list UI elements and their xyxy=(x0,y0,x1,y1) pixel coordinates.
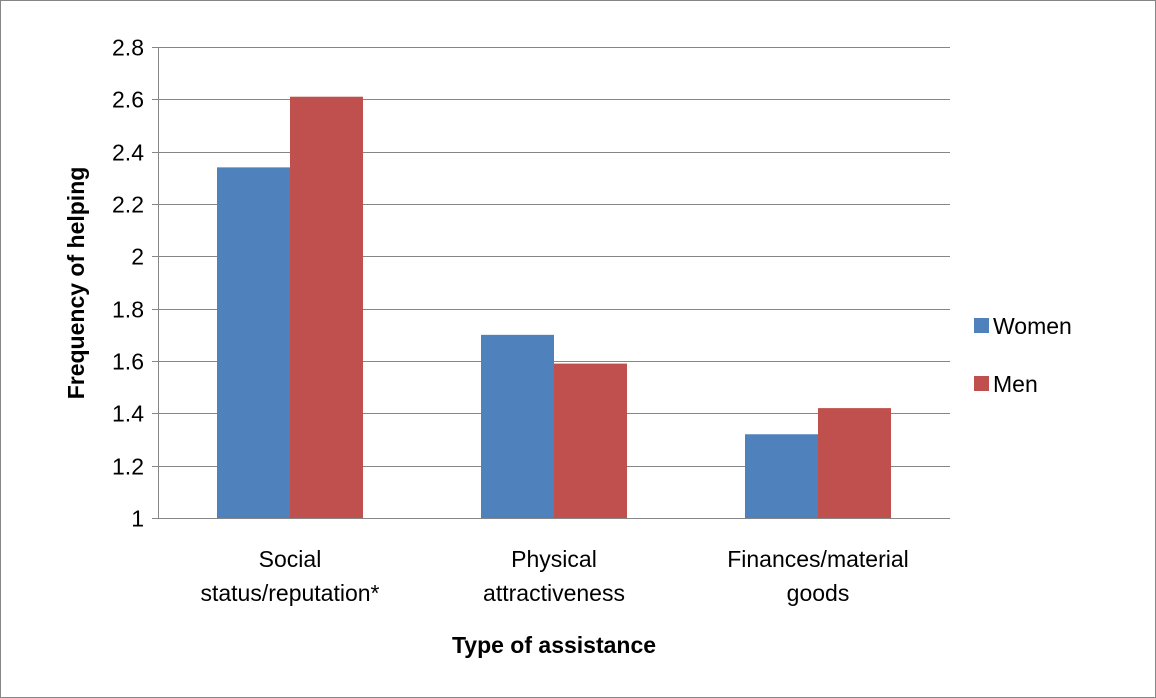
legend: Women Men xyxy=(974,313,1072,397)
y-tick-label: 2.8 xyxy=(112,35,144,61)
bar-women-0 xyxy=(217,167,290,518)
bar-women-2 xyxy=(745,434,818,518)
bar-men-0 xyxy=(290,96,363,518)
y-tick-label: 1.2 xyxy=(112,454,144,480)
y-tick-label: 1.4 xyxy=(112,401,144,427)
legend-label-women: Women xyxy=(993,313,1072,339)
x-axis-title: Type of assistance xyxy=(452,632,656,658)
y-tick-label: 2.4 xyxy=(112,140,144,166)
y-tick-label: 1.8 xyxy=(112,297,144,323)
y-tick-label: 2 xyxy=(131,244,144,270)
y-tick-labels: 1 1.2 1.4 1.6 1.8 2 2.2 2.4 2.6 2.8 xyxy=(112,35,144,532)
bar-men-2 xyxy=(818,408,891,518)
legend-swatch-men xyxy=(974,376,989,391)
bar-men-1 xyxy=(554,363,627,518)
bars xyxy=(217,96,891,518)
y-tick-label: 2.6 xyxy=(112,87,144,113)
y-axis-title: Frequency of helping xyxy=(63,167,89,400)
legend-label-men: Men xyxy=(993,371,1038,397)
category-label: Finances/material goods xyxy=(727,546,909,606)
category-label-line: attractiveness xyxy=(483,580,625,606)
y-tick-label: 1.6 xyxy=(112,349,144,375)
y-tick-label: 1 xyxy=(131,506,144,532)
category-label-line: Finances/material xyxy=(727,546,909,572)
category-label-line: goods xyxy=(787,580,850,606)
category-label-line: Social xyxy=(259,546,322,572)
category-label-line: status/reputation* xyxy=(200,580,379,606)
category-label-line: Physical xyxy=(511,546,597,572)
legend-swatch-women xyxy=(974,318,989,333)
category-labels: Social status/reputation* Physical attracti… xyxy=(200,546,908,606)
category-label: Social status/reputation* xyxy=(200,546,379,606)
category-label: Physical attractiveness xyxy=(483,546,625,606)
y-tick-label: 2.2 xyxy=(112,192,144,218)
bar-women-1 xyxy=(481,334,554,518)
